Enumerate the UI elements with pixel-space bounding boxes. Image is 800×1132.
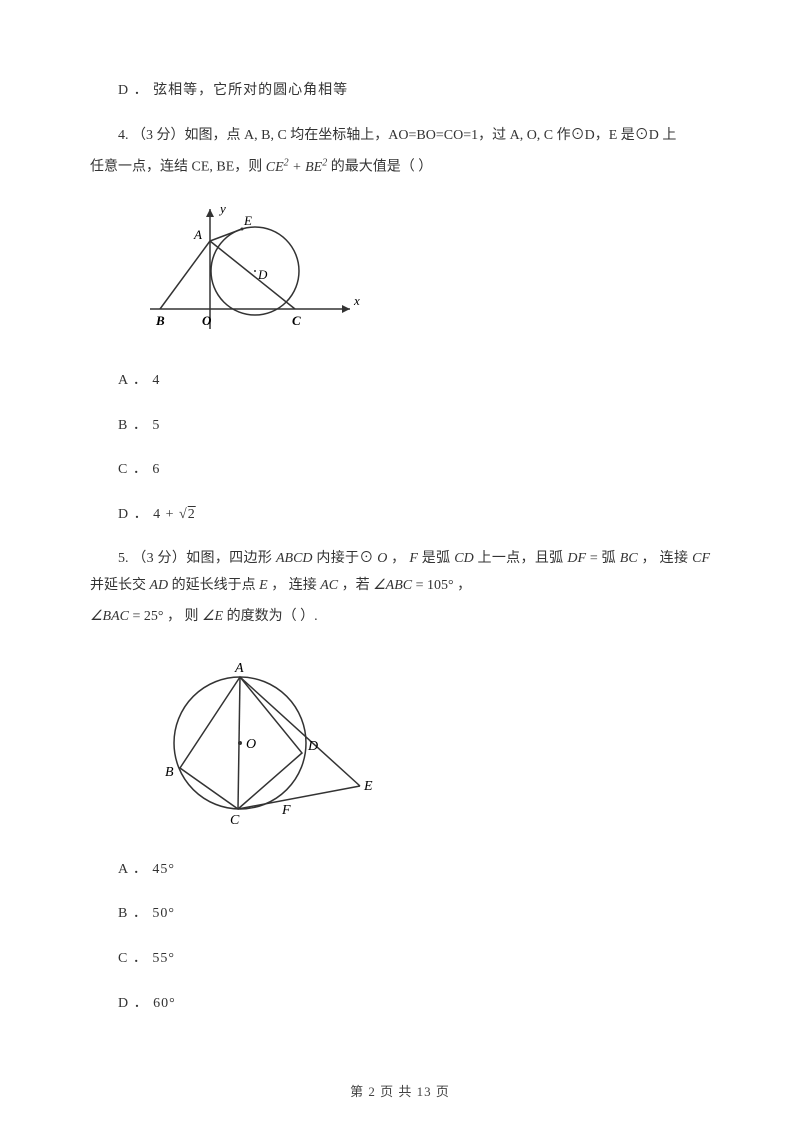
q4-svg: y x A B O C D E: [150, 199, 370, 339]
q5-t1: 5. （3 分）如图，四边形: [118, 551, 276, 566]
q4-label-O: O: [202, 313, 212, 328]
document-page: D ． 弦相等，它所对的圆心角相等 4. （3 分）如图，点 A, B, C 均…: [0, 0, 800, 1075]
q5-label-O: O: [246, 737, 256, 752]
q5-text: 5. （3 分）如图，四边形 ABCD 内接于⊙ O ， F 是弧 CD 上一点…: [90, 546, 710, 599]
q5-t10: ， 连接: [268, 578, 321, 593]
q4-label-E: E: [243, 213, 252, 228]
q5-t8: 并延长交: [90, 578, 150, 593]
q5-AD: AD: [150, 578, 169, 593]
q5-option-d: D ． 60°: [90, 991, 710, 1018]
q5-CF: CF: [692, 551, 710, 566]
q4-formula: CE2 + BE2: [266, 160, 327, 175]
q5-angE: ∠E: [202, 609, 223, 624]
q5-angBAC: ∠BAC: [90, 609, 129, 624]
q5-t3: ，: [387, 551, 409, 566]
q5-t2: 内接于⊙: [313, 551, 378, 566]
q5-figure: A B C D E F O: [150, 658, 710, 839]
q5-option-c: C ． 55°: [90, 946, 710, 973]
q5-t7: ， 连接: [638, 551, 693, 566]
q5-label-B: B: [165, 765, 174, 780]
q4-label-x: x: [353, 293, 360, 308]
q5-label-D: D: [307, 739, 318, 754]
q5-t13: = 25° ， 则: [129, 609, 202, 624]
q4-optD-prefix: D ．: [118, 507, 153, 522]
q5-label-C: C: [230, 813, 240, 828]
q4-text-1: 4. （3 分）如图，点 A, B, C 均在坐标轴上，AO=BO=CO=1，过…: [118, 128, 676, 143]
q5-abcd: ABCD: [276, 551, 313, 566]
q4-text-3: 的最大值是（ ）: [327, 160, 432, 175]
q5-E: E: [259, 578, 268, 593]
q4-figure: y x A B O C D E: [150, 199, 710, 350]
question-4: 4. （3 分）如图，点 A, B, C 均在坐标轴上，AO=BO=CO=1，过…: [90, 123, 710, 529]
q5-t4: 是弧: [418, 551, 454, 566]
q5-option-b: B ． 50°: [90, 901, 710, 928]
q4-label-C: C: [292, 313, 301, 328]
q5-AC: AC: [320, 578, 338, 593]
q5-angABC: ∠ABC: [373, 578, 412, 593]
q4-text: 4. （3 分）如图，点 A, B, C 均在坐标轴上，AO=BO=CO=1，过…: [90, 123, 710, 150]
q4-label-A: A: [193, 227, 202, 242]
q4-label-B: B: [155, 313, 165, 328]
q4-option-b: B ． 5: [90, 413, 710, 440]
q5-label-F: F: [281, 803, 291, 818]
q4-label-D: D: [257, 267, 268, 282]
q4-option-c: C ． 6: [90, 457, 710, 484]
q5-t9: 的延长线于点: [168, 578, 259, 593]
q5-option-a: A ． 45°: [90, 857, 710, 884]
q4-text-line2: 任意一点，连结 CE, BE，则 CE2 + BE2 的最大值是（ ）: [90, 153, 710, 181]
q5-t6: 弧: [602, 551, 620, 566]
q5-F: F: [409, 551, 418, 566]
q5-text-line3: ∠BAC = 25° ， 则 ∠E 的度数为（ ）.: [90, 604, 710, 631]
q5-t5: 上一点，且弧: [474, 551, 568, 566]
q5-eq: =: [586, 551, 598, 566]
q4-label-y: y: [218, 201, 226, 216]
q4-optD-formula: 4 + √2: [153, 507, 196, 522]
q5-t14: 的度数为（ ）.: [223, 609, 318, 624]
q5-O: O: [377, 551, 387, 566]
q4-option-a: A ． 4: [90, 368, 710, 395]
q5-t11: ，若: [338, 578, 373, 593]
q4-option-d: D ． 4 + √2: [90, 502, 710, 529]
q3-option-d: D ． 弦相等，它所对的圆心角相等: [90, 78, 710, 105]
q5-label-E: E: [363, 779, 373, 794]
q4-text-2: 任意一点，连结 CE, BE，则: [90, 160, 266, 175]
q5-t12: = 105° ，: [412, 578, 471, 593]
q5-label-A: A: [234, 661, 244, 676]
question-5: 5. （3 分）如图，四边形 ABCD 内接于⊙ O ， F 是弧 CD 上一点…: [90, 546, 710, 1017]
page-footer: 第 2 页 共 13 页: [0, 1081, 800, 1100]
q5-CD: CD: [454, 551, 473, 566]
q5-svg: A B C D E F O: [150, 658, 390, 828]
q5-BC: BC: [620, 551, 638, 566]
q5-DF: DF: [567, 551, 586, 566]
